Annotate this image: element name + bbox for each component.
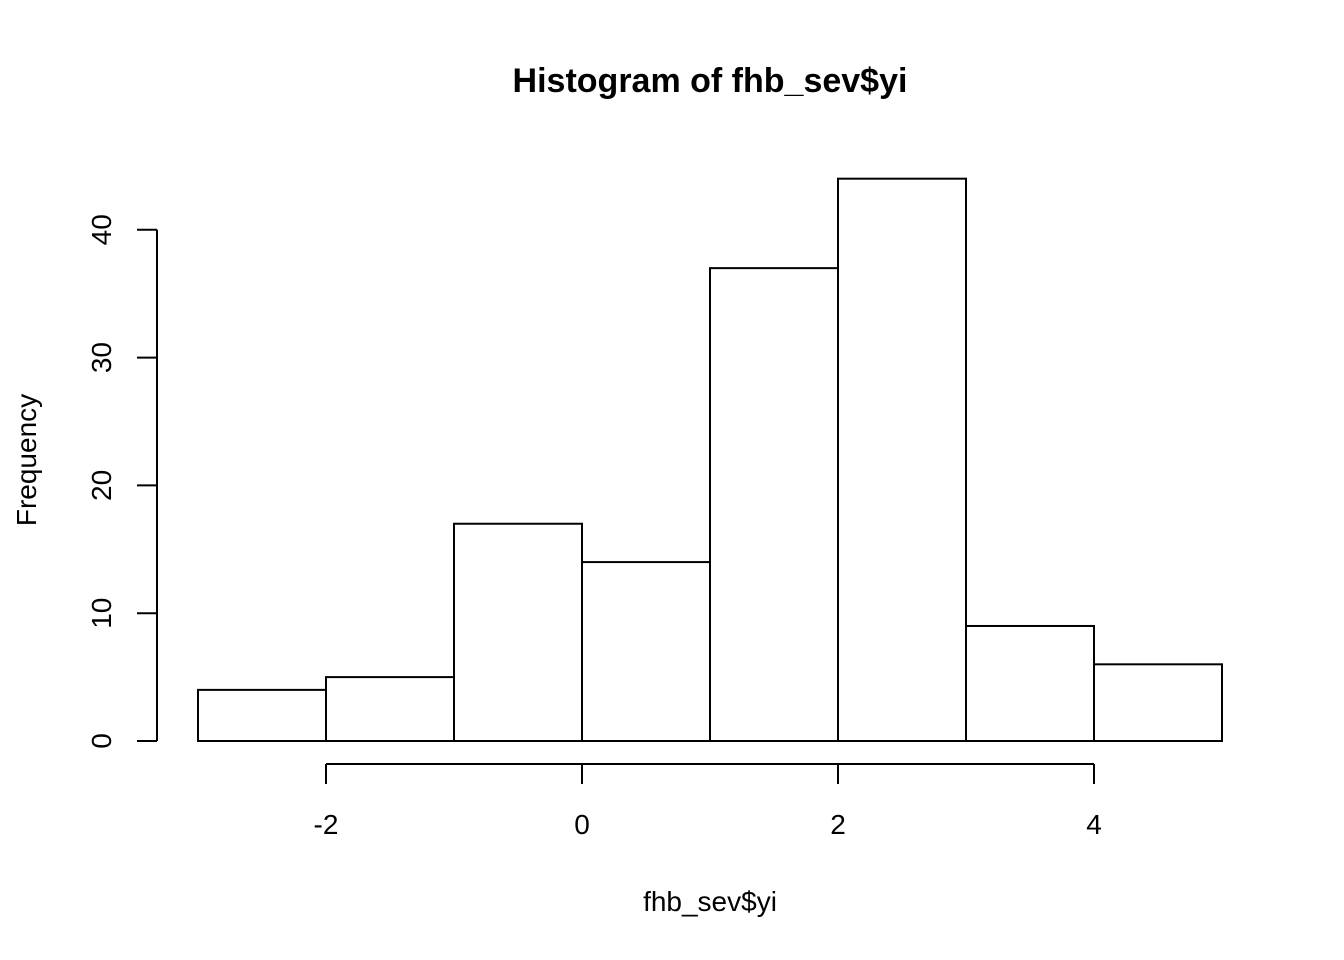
histogram-bar xyxy=(965,624,1095,742)
bars-group xyxy=(197,177,1223,743)
y-tick-label: 40 xyxy=(86,214,117,245)
histogram-bar xyxy=(709,267,839,742)
y-tick-label: 20 xyxy=(86,470,117,501)
histogram-bar xyxy=(197,688,327,743)
histogram-bar xyxy=(1093,663,1223,743)
y-tick-label: 30 xyxy=(86,342,117,373)
x-tick-label: -2 xyxy=(314,809,339,840)
x-tick-label: 2 xyxy=(830,809,846,840)
y-tick-label: 0 xyxy=(86,733,117,749)
x-axis-label: fhb_sev$yi xyxy=(643,886,777,917)
y-axis: 0 10 20 30 40 xyxy=(86,214,158,749)
x-tick-label: 0 xyxy=(574,809,590,840)
histogram-bar xyxy=(325,676,455,742)
x-tick-label: 4 xyxy=(1086,809,1102,840)
histogram-bar xyxy=(453,522,583,742)
x-axis: -2 0 2 4 xyxy=(314,763,1102,840)
chart-title: Histogram of fhb_sev$yi xyxy=(513,62,908,100)
y-tick-label: 10 xyxy=(86,598,117,629)
histogram-bar xyxy=(837,177,967,742)
y-axis-label: Frequency xyxy=(11,394,42,526)
histogram-bar xyxy=(581,561,711,743)
